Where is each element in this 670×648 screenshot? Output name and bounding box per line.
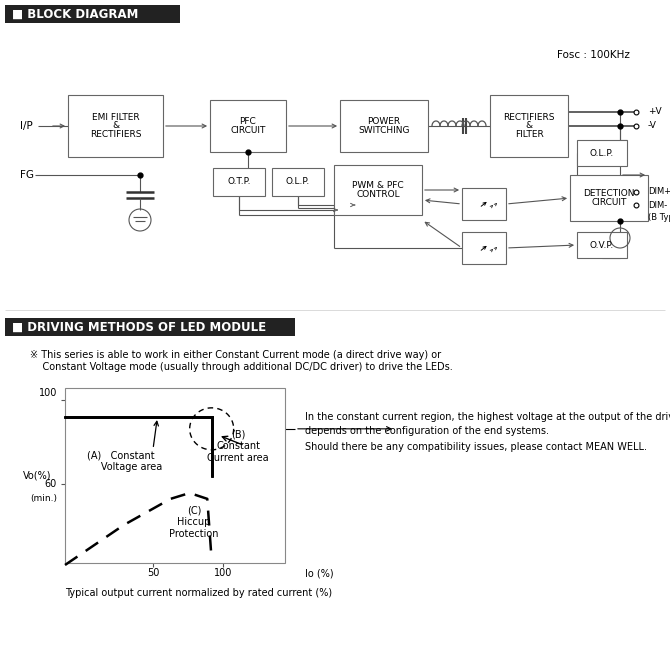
Bar — [210, 100, 286, 152]
Text: ■ BLOCK DIAGRAM: ■ BLOCK DIAGRAM — [12, 8, 139, 21]
Text: PWM & PFC: PWM & PFC — [352, 181, 404, 191]
Bar — [462, 188, 506, 220]
Text: CONTROL: CONTROL — [356, 190, 400, 199]
Text: (min.): (min.) — [30, 494, 57, 503]
Bar — [5, 318, 295, 336]
Text: CIRCUIT: CIRCUIT — [230, 126, 266, 135]
Text: Vo(%): Vo(%) — [23, 470, 51, 480]
Text: O.L.P.: O.L.P. — [286, 178, 310, 187]
Bar — [570, 175, 648, 221]
Text: Should there be any compatibility issues, please contact MEAN WELL.: Should there be any compatibility issues… — [305, 442, 647, 452]
Text: (B Type): (B Type) — [648, 213, 670, 222]
Text: SWITCHING: SWITCHING — [358, 126, 410, 135]
Text: depends on the configuration of the end systems.: depends on the configuration of the end … — [305, 426, 549, 436]
Bar — [272, 168, 324, 196]
Text: ■ DRIVING METHODS OF LED MODULE: ■ DRIVING METHODS OF LED MODULE — [12, 321, 266, 334]
Bar — [213, 168, 265, 196]
Text: +V: +V — [648, 108, 662, 117]
Bar — [5, 5, 180, 23]
Text: Io (%): Io (%) — [305, 568, 334, 578]
Text: I/P: I/P — [20, 121, 33, 131]
Text: DIM-: DIM- — [648, 200, 667, 209]
Bar — [462, 232, 506, 264]
Text: O.T.P.: O.T.P. — [227, 178, 251, 187]
Text: 50: 50 — [147, 568, 159, 578]
Text: FG: FG — [20, 170, 34, 180]
Bar — [490, 95, 568, 157]
Text: 100: 100 — [39, 388, 57, 398]
Text: &: & — [112, 122, 119, 130]
Text: 60: 60 — [45, 480, 57, 489]
Text: Typical output current normalized by rated current (%): Typical output current normalized by rat… — [65, 588, 332, 598]
Text: DETECTION: DETECTION — [584, 189, 634, 198]
Text: (B)
Constant
Current area: (B) Constant Current area — [207, 430, 269, 463]
Text: DIM+: DIM+ — [648, 187, 670, 196]
Text: ※ This series is able to work in either Constant Current mode (a direct drive wa: ※ This series is able to work in either … — [30, 350, 441, 360]
Text: Fosc : 100KHz: Fosc : 100KHz — [557, 50, 630, 60]
Text: In the constant current region, the highest voltage at the output of the driver: In the constant current region, the high… — [305, 412, 670, 422]
Text: O.V.P.: O.V.P. — [590, 240, 614, 249]
Bar — [65, 388, 285, 563]
Text: Constant Voltage mode (usually through additional DC/DC driver) to drive the LED: Constant Voltage mode (usually through a… — [30, 362, 453, 372]
Text: RECTIFIERS: RECTIFIERS — [503, 113, 555, 122]
Text: PFC: PFC — [240, 117, 257, 126]
Bar — [577, 232, 627, 258]
Text: CIRCUIT: CIRCUIT — [592, 198, 626, 207]
Bar — [577, 140, 627, 166]
Text: (C)
Hiccup
Protection: (C) Hiccup Protection — [170, 505, 219, 538]
Text: O.L.P.: O.L.P. — [590, 148, 614, 157]
Bar — [340, 100, 428, 152]
Bar — [68, 95, 163, 157]
Text: EMI FILTER: EMI FILTER — [92, 113, 139, 122]
Text: RECTIFIERS: RECTIFIERS — [90, 130, 141, 139]
Text: 100: 100 — [214, 568, 232, 578]
Text: -V: -V — [648, 122, 657, 130]
Text: &: & — [525, 122, 533, 130]
Bar — [334, 165, 422, 215]
Text: FILTER: FILTER — [515, 130, 543, 139]
Text: POWER: POWER — [367, 117, 401, 126]
Text: (A)   Constant
       Voltage area: (A) Constant Voltage area — [79, 450, 162, 472]
